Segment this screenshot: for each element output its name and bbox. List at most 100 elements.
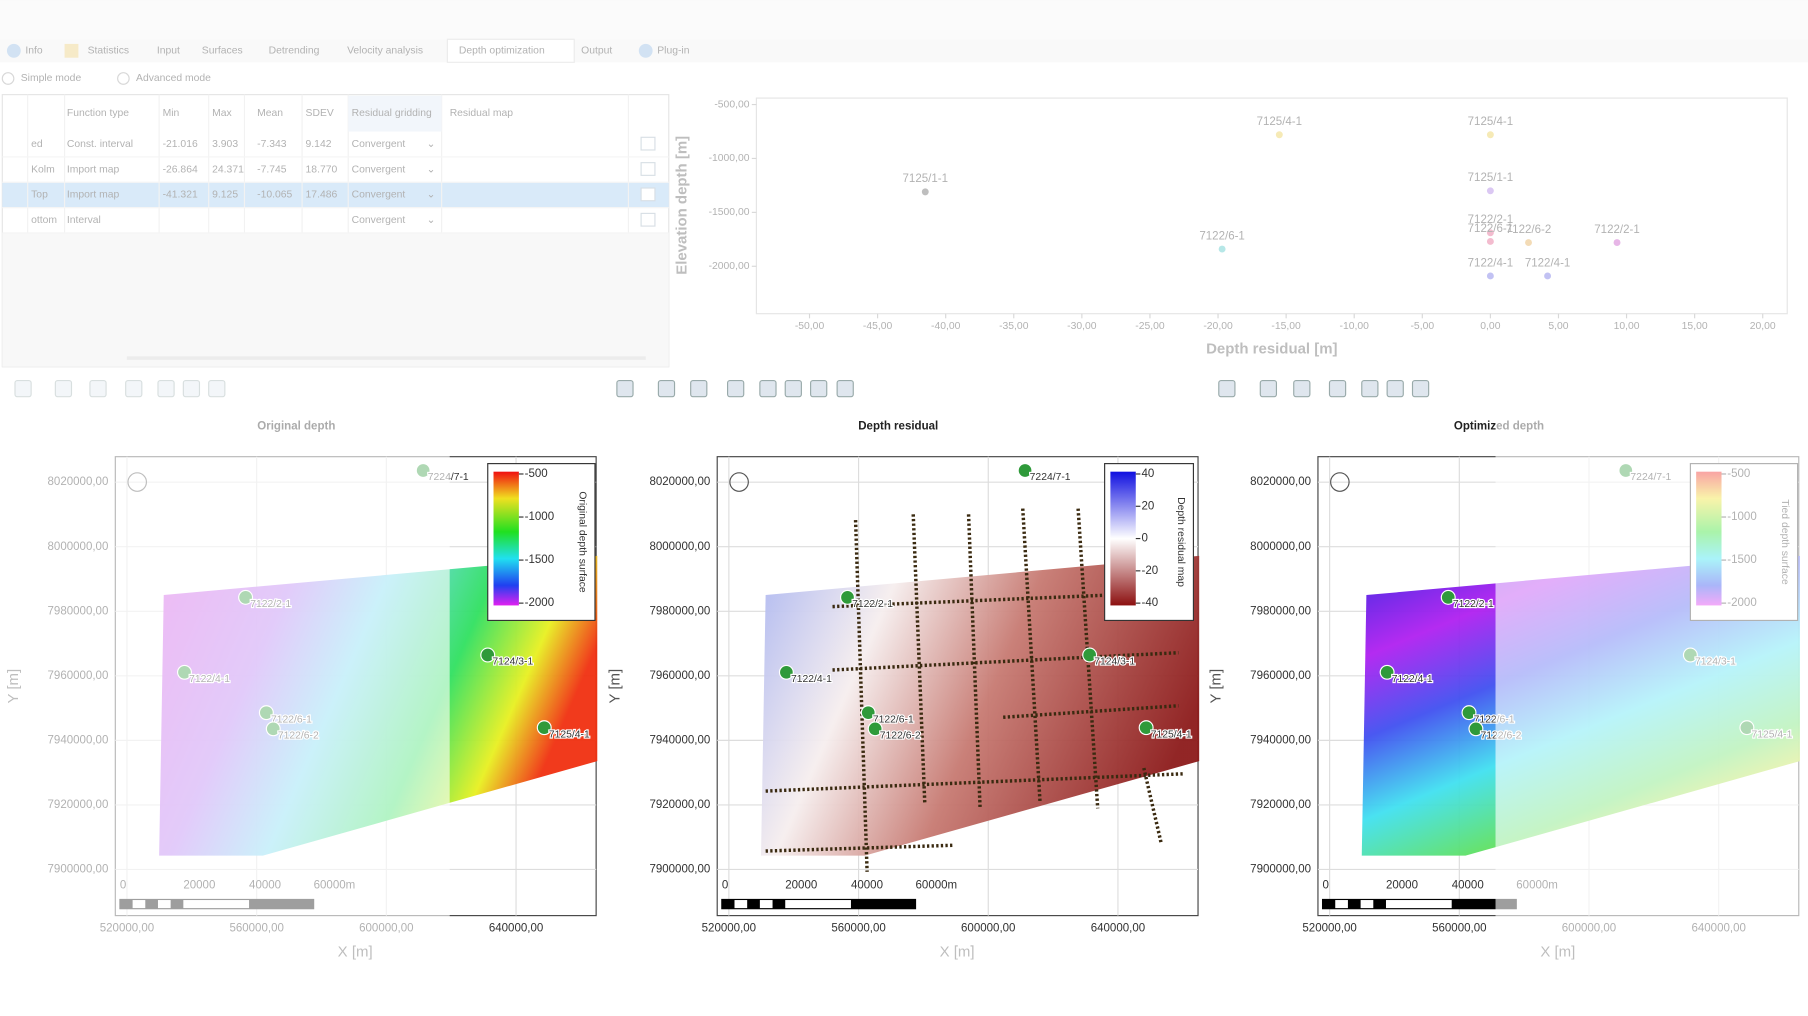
x-tick-label: 560000,00: [831, 922, 885, 934]
y-tick-label: 7920000,00: [1250, 799, 1311, 811]
survey-line: [966, 514, 982, 809]
scale-label: 60000m: [916, 880, 958, 892]
well-label: 7125/4-1: [1151, 729, 1192, 740]
toolbar-button[interactable]: [657, 380, 676, 398]
y-tick-label: 7940000,00: [1250, 734, 1311, 746]
y-axis-title: Y [m]: [607, 669, 624, 704]
scale-seg: [772, 899, 786, 909]
x-tick-label: 640000,00: [489, 922, 543, 934]
survey-line: [1021, 508, 1042, 803]
toolbar-button[interactable]: [836, 380, 854, 398]
y-tick-label: 7920000,00: [649, 799, 710, 811]
y-tick-label: 8020000,00: [649, 476, 710, 488]
well-symbol: [1379, 664, 1395, 680]
survey-line: [911, 514, 927, 803]
north-arrow: [1330, 472, 1350, 492]
survey-line: [853, 520, 869, 872]
scale-label: 40000: [851, 880, 883, 892]
toolbar-button[interactable]: [727, 380, 745, 398]
colorbar: [1110, 471, 1136, 606]
toolbar-button[interactable]: [1411, 380, 1430, 398]
survey-line: [765, 843, 954, 853]
north-arrow: [729, 472, 749, 492]
colorbar-label: 0: [1142, 533, 1148, 545]
well-label: 7122/2-1: [1453, 599, 1494, 610]
well-label: 7122/4-1: [1392, 674, 1433, 685]
well-symbol: [1440, 589, 1456, 605]
scale-seg: [1322, 899, 1336, 909]
well-symbol: [536, 720, 552, 736]
well-symbol: [1138, 720, 1154, 736]
well-symbol: [1468, 721, 1484, 737]
scale-label: 0: [1323, 880, 1329, 892]
well-label: 7125/4-1: [549, 729, 590, 740]
y-tick-label: 7980000,00: [649, 605, 710, 617]
y-axis-title: Y [m]: [1207, 669, 1224, 704]
colorbar-title: Original depth surface: [577, 491, 588, 593]
y-tick-label: 7900000,00: [649, 864, 710, 876]
colorbar-label: -2000: [525, 597, 554, 609]
y-tick-label: 7960000,00: [1250, 670, 1311, 682]
map-title: Depth residual: [858, 421, 938, 433]
toolbar-button[interactable]: [1259, 380, 1278, 398]
well-symbol: [860, 705, 876, 721]
well-symbol: [867, 721, 883, 737]
y-tick-label: 7900000,00: [1250, 864, 1311, 876]
survey-line: [1003, 704, 1179, 720]
well-label: 7224/7-1: [1030, 472, 1071, 483]
toolbar-button[interactable]: [690, 380, 708, 398]
well-label: 7124/3-1: [492, 657, 533, 668]
scale-seg: [1373, 899, 1386, 909]
toolbar-button[interactable]: [759, 380, 777, 398]
colorbar-label: -40: [1142, 597, 1159, 609]
well-symbol: [840, 589, 855, 605]
y-tick-label: 7940000,00: [649, 734, 710, 746]
toolbar-button[interactable]: [784, 380, 802, 398]
scale-seg: [1347, 899, 1361, 909]
survey-line: [1076, 508, 1100, 809]
map-surface: [761, 555, 1200, 856]
well-symbol: [1082, 647, 1098, 663]
well-label: 7122/2-1: [852, 599, 893, 610]
scale-seg: [721, 899, 735, 909]
well-label: 7124/3-1: [1094, 657, 1135, 668]
colorbar: [493, 471, 519, 606]
survey-line: [832, 593, 1110, 609]
toolbar-button[interactable]: [1328, 380, 1347, 398]
toolbar-button[interactable]: [1386, 380, 1404, 398]
x-tick-label: 520000,00: [1302, 922, 1356, 934]
toolbar-button[interactable]: [1218, 380, 1236, 398]
y-tick-label: 8020000,00: [1250, 476, 1311, 488]
scale-label: 0: [722, 880, 728, 892]
well-symbol: [778, 664, 794, 680]
toolbar-button[interactable]: [1361, 380, 1379, 398]
colorbar-title: Depth residual map: [1175, 497, 1186, 587]
survey-line: [765, 772, 1185, 793]
y-tick-label: 7960000,00: [649, 670, 710, 682]
y-tick-label: 8000000,00: [1250, 541, 1311, 553]
colorbar-label: -20: [1142, 565, 1159, 577]
colorbar-label: -500: [525, 468, 548, 480]
well-label: 7122/6-1: [873, 714, 914, 725]
scale-label: 40000: [1452, 880, 1484, 892]
scale-seg: [850, 899, 916, 909]
x-tick-label: 600000,00: [961, 922, 1015, 934]
colorbar-label: -1000: [525, 511, 554, 523]
well-label: 7122/4-1: [791, 674, 832, 685]
scale-label: 20000: [1386, 880, 1418, 892]
toolbar-button[interactable]: [1293, 380, 1311, 398]
scale-label: 20000: [785, 880, 817, 892]
scale-seg: [1451, 899, 1517, 909]
colorbar-label: -1500: [525, 554, 554, 566]
well-label: 7122/6-2: [880, 730, 921, 741]
toolbar-button[interactable]: [810, 380, 828, 398]
survey-line: [1142, 767, 1163, 844]
toolbar-button[interactable]: [616, 380, 634, 398]
y-tick-label: 8000000,00: [649, 541, 710, 553]
x-tick-label: 560000,00: [1432, 922, 1486, 934]
colorbar-label: 40: [1142, 468, 1155, 480]
well-symbol: [1017, 463, 1033, 479]
y-tick-label: 7980000,00: [1250, 605, 1311, 617]
